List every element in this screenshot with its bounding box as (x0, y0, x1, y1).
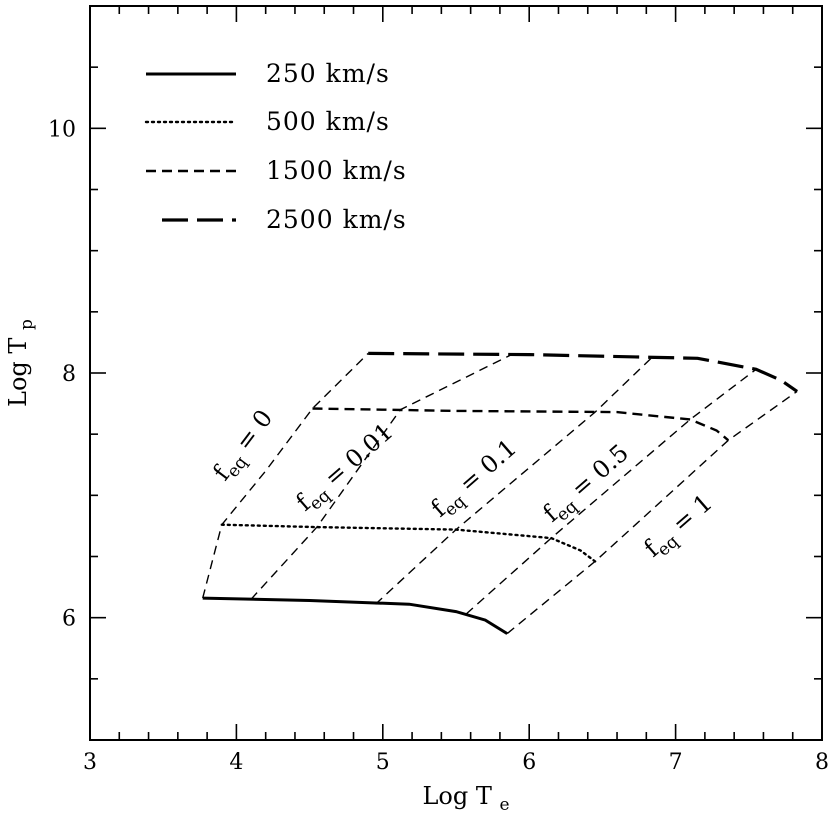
series-group (202, 351, 799, 635)
feq-line (202, 352, 369, 599)
y-tick-label: 6 (62, 607, 76, 632)
feq-line (506, 390, 798, 635)
x-tick-label: 8 (815, 750, 829, 775)
feq-line (250, 353, 512, 600)
series-line (202, 596, 508, 635)
feq-label: feq = 0.01 (291, 418, 402, 521)
feq-label-value: = 0.5 (560, 439, 634, 508)
x-axis-label-subscript: e (499, 795, 509, 813)
feq-label-value: = 0.1 (448, 434, 522, 503)
feq-label: feq = 0 (207, 404, 282, 488)
feq-line (465, 368, 757, 615)
feq-label-value: = 0 (225, 404, 278, 461)
feq-label-value: = 0.01 (313, 418, 398, 497)
y-axis-label: Log T p (4, 319, 37, 407)
y-axis-label-subscript: p (17, 319, 37, 330)
series-line (220, 523, 597, 563)
axis-labels-group: Log T e Log T p (4, 319, 510, 813)
legend-label: 250 km/s (266, 59, 390, 88)
feq-line (375, 355, 655, 605)
y-tick-label: 8 (62, 362, 76, 387)
x-tick-label: 6 (522, 750, 536, 775)
series-line (312, 407, 730, 442)
x-tick-label: 5 (376, 750, 390, 775)
ticks-group: 3 4 5 6 7 8 6 8 10 (48, 5, 829, 775)
legend-label: 2500 km/s (266, 205, 407, 234)
feq-label: feq = 0.5 (538, 439, 638, 532)
plot-frame (89, 5, 823, 741)
x-tick-label: 3 (83, 750, 97, 775)
x-tick-label: 4 (229, 750, 243, 775)
legend-label: 1500 km/s (266, 156, 407, 185)
feq-label: feq = 1 (639, 489, 721, 567)
legend-group: 250 km/s 500 km/s 1500 km/s 2500 km/s (144, 59, 407, 234)
legend-label: 500 km/s (266, 107, 390, 136)
x-axis-label: Log T e (422, 782, 509, 813)
plot-frame-group (89, 5, 823, 741)
y-tick-label: 10 (48, 117, 76, 142)
feq-lines-group (202, 352, 798, 635)
series-line (368, 351, 799, 393)
x-tick-label: 7 (669, 750, 683, 775)
